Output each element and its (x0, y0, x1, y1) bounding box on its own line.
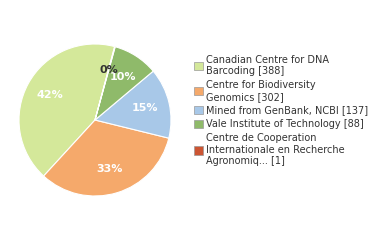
Legend: Canadian Centre for DNA
Barcoding [388], Centre for Biodiversity
Genomics [302],: Canadian Centre for DNA Barcoding [388],… (194, 54, 369, 167)
Wedge shape (44, 120, 169, 196)
Wedge shape (95, 71, 171, 138)
Wedge shape (19, 44, 115, 176)
Text: 0%: 0% (99, 65, 118, 75)
Text: 42%: 42% (36, 90, 63, 100)
Text: 15%: 15% (132, 103, 158, 113)
Text: 10%: 10% (110, 72, 136, 82)
Wedge shape (95, 47, 115, 120)
Text: 33%: 33% (97, 164, 123, 174)
Wedge shape (95, 47, 153, 120)
